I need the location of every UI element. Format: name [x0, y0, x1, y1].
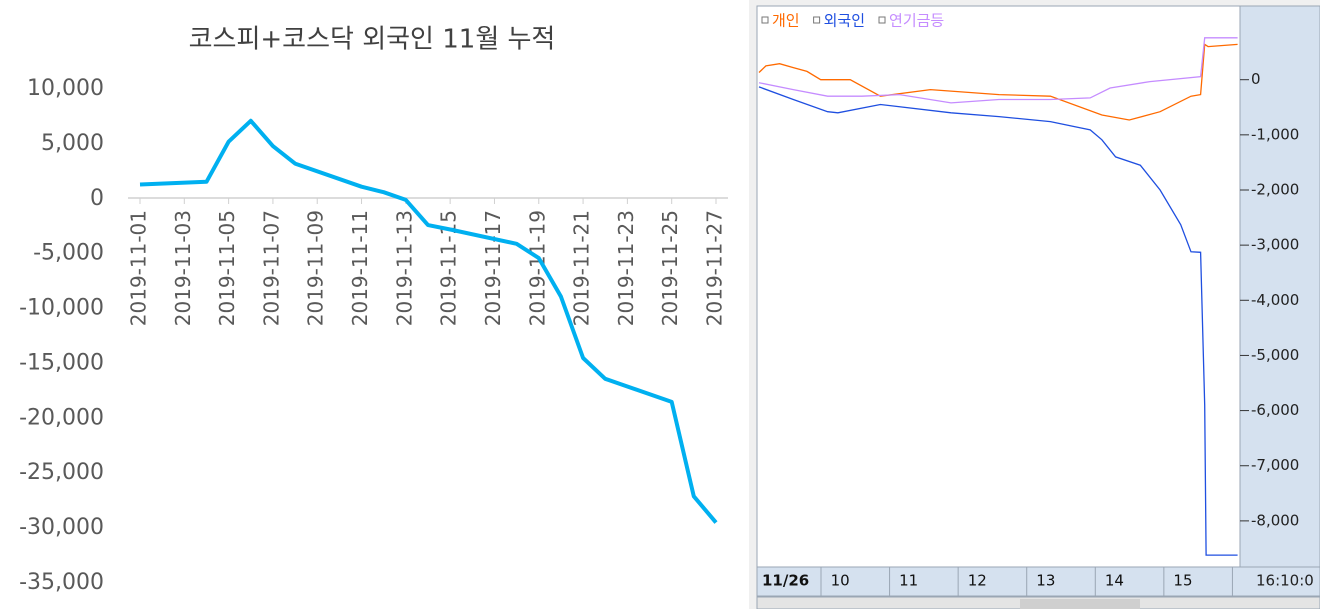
x-tick-label: 2019-11-07	[259, 210, 283, 326]
x-tick-label: 13	[1036, 572, 1055, 590]
x-tick-label: 2019-11-01	[127, 210, 151, 326]
y-tick-label: -2,000	[1251, 180, 1299, 198]
legend-label: 외국인	[824, 12, 865, 30]
y-tick-label: 10,000	[27, 76, 104, 101]
x-tick-label: 14	[1105, 572, 1124, 590]
x-tick-label: 2019-11-09	[304, 210, 328, 326]
series-line	[758, 43, 1238, 121]
series-line	[758, 37, 1238, 104]
series-line	[758, 86, 1238, 556]
x-tick-label: 11	[899, 572, 918, 590]
y-tick-label: -30,000	[19, 515, 104, 540]
legend-label: 연기금등	[889, 12, 944, 30]
y-tick-label: -5,000	[33, 241, 104, 266]
x-tick-label: 11/26	[762, 572, 809, 590]
series-line	[139, 118, 718, 524]
x-tick-label: 2019-11-13	[392, 210, 416, 326]
legend-swatch	[813, 16, 821, 24]
legend-swatch	[761, 16, 769, 24]
y-tick-label: 0	[1251, 70, 1261, 88]
y-tick-label: 5,000	[41, 131, 104, 156]
y-tick-label: -8,000	[1251, 511, 1299, 529]
y-tick-label: -25,000	[19, 460, 104, 485]
scroll-buttons[interactable]	[1020, 599, 1140, 609]
x-tick-label: 2019-11-05	[215, 210, 239, 326]
time-label: 16:10:0	[1256, 572, 1314, 590]
y-tick-label: -7,000	[1251, 456, 1299, 474]
y-tick-label: -6,000	[1251, 401, 1299, 419]
x-tick-label: 2019-11-21	[570, 210, 594, 326]
legend-label: 개인	[772, 12, 800, 30]
y-tick-label: -3,000	[1251, 236, 1299, 254]
plot-area	[756, 5, 1241, 568]
legend-swatch	[878, 16, 886, 24]
x-tick-label: 10	[831, 572, 850, 590]
left-background	[0, 0, 746, 609]
y-tick-label: -15,000	[19, 350, 104, 375]
y-tick-label: -5,000	[1251, 346, 1299, 364]
x-tick-label: 12	[968, 572, 987, 590]
x-tick-label: 2019-11-27	[703, 210, 727, 326]
legend: 개인 외국인 연기금등	[761, 12, 944, 30]
y-tick-label: -35,000	[19, 570, 104, 595]
x-tick-label: 2019-11-17	[481, 210, 505, 326]
x-tick-label: 15	[1173, 572, 1192, 590]
y-tick-label: -20,000	[19, 405, 104, 430]
chart-title: 코스피+코스닥 외국인 11월 누적	[189, 25, 556, 55]
y-tick-label: -4,000	[1251, 291, 1299, 309]
y-tick-label: -1,000	[1251, 125, 1299, 143]
y-axis-panel	[1239, 5, 1320, 568]
x-tick-label: 2019-11-11	[348, 210, 372, 326]
y-tick-label: 0	[90, 186, 104, 211]
time-bar	[756, 566, 1320, 597]
x-tick-label: 2019-11-25	[658, 210, 682, 326]
x-tick-label: 2019-11-23	[614, 210, 638, 326]
x-tick-label: 2019-11-03	[171, 210, 195, 326]
y-tick-label: -10,000	[19, 296, 104, 321]
